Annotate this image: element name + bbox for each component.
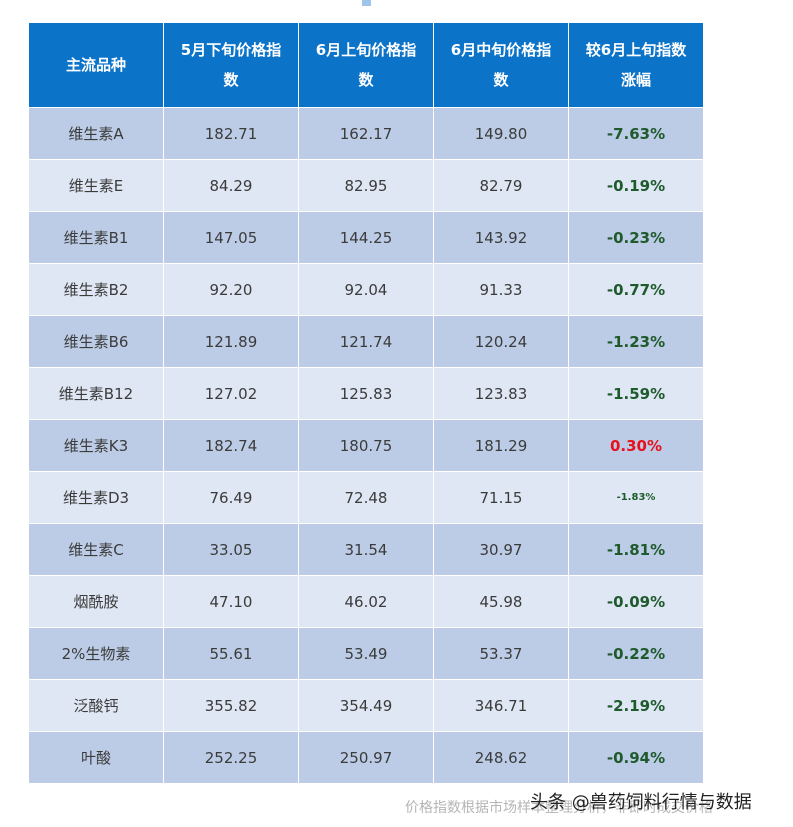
late-may-cell: 84.29 — [163, 159, 299, 212]
early-june-cell: 46.02 — [298, 575, 434, 628]
mid-june-cell: 82.79 — [433, 159, 569, 212]
change-cell: -0.23% — [568, 211, 704, 264]
change-cell: 0.30% — [568, 419, 704, 472]
variety-cell: 维生素A — [28, 107, 164, 160]
watermark: 头条 @兽药饲料行情与数据 — [530, 792, 752, 813]
vitamin-price-index-table: 主流品种 5月下旬价格指数 6月上旬价格指数 6月中旬价格指数 较6月上旬指数涨… — [28, 22, 704, 784]
early-june-cell: 250.97 — [298, 731, 434, 784]
late-may-cell: 127.02 — [163, 367, 299, 420]
mid-june-cell: 181.29 — [433, 419, 569, 472]
change-cell: -0.09% — [568, 575, 704, 628]
early-june-cell: 82.95 — [298, 159, 434, 212]
late-may-cell: 182.71 — [163, 107, 299, 160]
header-early-june-index: 6月上旬价格指数 — [298, 22, 434, 108]
variety-cell: 维生素K3 — [28, 419, 164, 472]
variety-cell: 2%生物素 — [28, 627, 164, 680]
late-may-cell: 76.49 — [163, 471, 299, 524]
top-accent-bar — [362, 0, 371, 6]
early-june-cell: 162.17 — [298, 107, 434, 160]
variety-cell: 泛酸钙 — [28, 679, 164, 732]
late-may-cell: 182.74 — [163, 419, 299, 472]
early-june-cell: 92.04 — [298, 263, 434, 316]
variety-cell: 维生素C — [28, 523, 164, 576]
mid-june-cell: 143.92 — [433, 211, 569, 264]
variety-cell: 维生素B12 — [28, 367, 164, 420]
variety-cell: 维生素B6 — [28, 315, 164, 368]
table-row: 维生素E 84.29 82.95 82.79 -0.19% — [28, 159, 704, 212]
late-may-cell: 147.05 — [163, 211, 299, 264]
late-may-cell: 92.20 — [163, 263, 299, 316]
late-may-cell: 355.82 — [163, 679, 299, 732]
mid-june-cell: 149.80 — [433, 107, 569, 160]
late-may-cell: 252.25 — [163, 731, 299, 784]
table-row: 烟酰胺 47.10 46.02 45.98 -0.09% — [28, 575, 704, 628]
mid-june-cell: 53.37 — [433, 627, 569, 680]
variety-cell: 维生素D3 — [28, 471, 164, 524]
mid-june-cell: 120.24 — [433, 315, 569, 368]
change-cell: -0.22% — [568, 627, 704, 680]
change-cell: -0.19% — [568, 159, 704, 212]
early-june-cell: 121.74 — [298, 315, 434, 368]
early-june-cell: 144.25 — [298, 211, 434, 264]
change-cell: -1.23% — [568, 315, 704, 368]
header-change-vs-early-june: 较6月上旬指数涨幅 — [568, 22, 704, 108]
mid-june-cell: 30.97 — [433, 523, 569, 576]
table-row: 泛酸钙 355.82 354.49 346.71 -2.19% — [28, 679, 704, 732]
change-cell: -1.83% — [568, 471, 704, 524]
change-cell: -1.59% — [568, 367, 704, 420]
late-may-cell: 121.89 — [163, 315, 299, 368]
variety-cell: 叶酸 — [28, 731, 164, 784]
table-row: 维生素C 33.05 31.54 30.97 -1.81% — [28, 523, 704, 576]
early-june-cell: 354.49 — [298, 679, 434, 732]
table-row: 2%生物素 55.61 53.49 53.37 -0.22% — [28, 627, 704, 680]
table-row: 维生素B12 127.02 125.83 123.83 -1.59% — [28, 367, 704, 420]
early-june-cell: 125.83 — [298, 367, 434, 420]
mid-june-cell: 91.33 — [433, 263, 569, 316]
variety-cell: 维生素E — [28, 159, 164, 212]
late-may-cell: 55.61 — [163, 627, 299, 680]
change-cell: -0.94% — [568, 731, 704, 784]
mid-june-cell: 346.71 — [433, 679, 569, 732]
header-variety: 主流品种 — [28, 22, 164, 108]
table-row: 维生素K3 182.74 180.75 181.29 0.30% — [28, 419, 704, 472]
footnote: 价格指数根据市场样本整理分析，非即时成交价格 — [405, 800, 713, 816]
late-may-cell: 47.10 — [163, 575, 299, 628]
table-row: 维生素B6 121.89 121.74 120.24 -1.23% — [28, 315, 704, 368]
early-june-cell: 53.49 — [298, 627, 434, 680]
mid-june-cell: 71.15 — [433, 471, 569, 524]
early-june-cell: 180.75 — [298, 419, 434, 472]
variety-cell: 维生素B1 — [28, 211, 164, 264]
early-june-cell: 72.48 — [298, 471, 434, 524]
mid-june-cell: 45.98 — [433, 575, 569, 628]
change-cell: -7.63% — [568, 107, 704, 160]
variety-cell: 维生素B2 — [28, 263, 164, 316]
change-cell: -0.77% — [568, 263, 704, 316]
late-may-cell: 33.05 — [163, 523, 299, 576]
table-row: 叶酸 252.25 250.97 248.62 -0.94% — [28, 731, 704, 784]
table-header-row: 主流品种 5月下旬价格指数 6月上旬价格指数 6月中旬价格指数 较6月上旬指数涨… — [28, 22, 704, 108]
early-june-cell: 31.54 — [298, 523, 434, 576]
variety-cell: 烟酰胺 — [28, 575, 164, 628]
mid-june-cell: 123.83 — [433, 367, 569, 420]
table-row: 维生素D3 76.49 72.48 71.15 -1.83% — [28, 471, 704, 524]
change-cell: -2.19% — [568, 679, 704, 732]
header-mid-june-index: 6月中旬价格指数 — [433, 22, 569, 108]
table-row: 维生素B2 92.20 92.04 91.33 -0.77% — [28, 263, 704, 316]
table-row: 维生素B1 147.05 144.25 143.92 -0.23% — [28, 211, 704, 264]
mid-june-cell: 248.62 — [433, 731, 569, 784]
header-late-may-index: 5月下旬价格指数 — [163, 22, 299, 108]
change-cell: -1.81% — [568, 523, 704, 576]
table-row: 维生素A 182.71 162.17 149.80 -7.63% — [28, 107, 704, 160]
